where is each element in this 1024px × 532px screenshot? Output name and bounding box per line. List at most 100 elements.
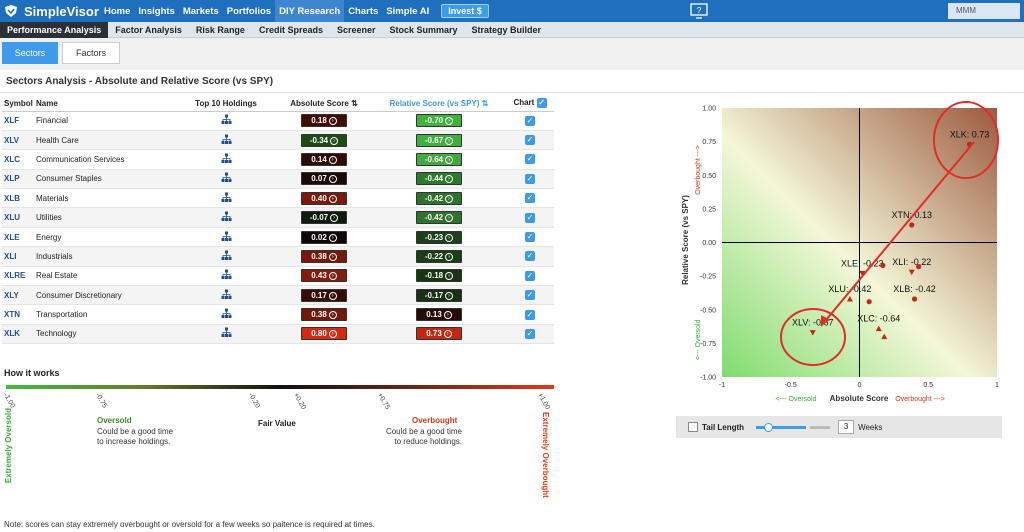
chart-all-checkbox[interactable]: ✓ bbox=[536, 98, 547, 109]
org-chart-icon[interactable] bbox=[221, 211, 232, 222]
point-xly[interactable] bbox=[880, 262, 886, 268]
relative-score-badge[interactable]: -0.42 › bbox=[416, 191, 462, 205]
symbol-link[interactable]: XLP bbox=[2, 169, 36, 190]
chart-checkbox[interactable]: ✓ bbox=[525, 270, 535, 281]
point-xlp[interactable] bbox=[866, 299, 872, 305]
chart-checkbox[interactable]: ✓ bbox=[525, 309, 535, 320]
org-chart-icon[interactable] bbox=[221, 153, 232, 164]
chart-checkbox[interactable]: ✓ bbox=[525, 154, 535, 165]
subnav-item-screener[interactable]: Screener bbox=[336, 25, 376, 35]
tab-factors[interactable]: Factors bbox=[62, 42, 120, 64]
symbol-link[interactable]: XLI bbox=[2, 246, 36, 267]
point-xlf[interactable] bbox=[881, 333, 888, 340]
point-xlc[interactable] bbox=[875, 325, 882, 332]
symbol-link[interactable]: XLV bbox=[2, 130, 36, 151]
point-xtn[interactable] bbox=[909, 222, 915, 228]
subnav-item-performance-analysis[interactable]: Performance Analysis bbox=[0, 22, 109, 38]
point-xlu[interactable] bbox=[846, 295, 853, 302]
point-xlb[interactable] bbox=[911, 296, 918, 302]
org-chart-icon[interactable] bbox=[221, 327, 232, 338]
org-chart-icon[interactable] bbox=[221, 114, 232, 125]
chart-checkbox[interactable]: ✓ bbox=[525, 135, 535, 146]
point-xlv[interactable] bbox=[809, 330, 816, 336]
symbol-link[interactable]: XLK bbox=[2, 324, 36, 345]
relative-score-badge[interactable]: -0.17 › bbox=[416, 288, 462, 302]
chart-checkbox[interactable]: ✓ bbox=[525, 193, 535, 204]
relative-score-badge[interactable]: 0.73 › bbox=[416, 327, 462, 341]
chart-checkbox[interactable]: ✓ bbox=[525, 328, 535, 339]
absolute-score-badge[interactable]: 0.40 › bbox=[301, 191, 347, 205]
relative-score-badge[interactable]: 0.13 › bbox=[416, 308, 462, 322]
org-chart-icon[interactable] bbox=[221, 269, 232, 280]
topnav-item-home[interactable]: Home bbox=[104, 5, 131, 17]
subnav-item-credit-spreads[interactable]: Credit Spreads bbox=[258, 25, 323, 35]
point-xli[interactable] bbox=[908, 269, 915, 276]
org-chart-icon[interactable] bbox=[221, 172, 232, 183]
col-relative[interactable]: Relative Score (vs SPY) ⇅ bbox=[372, 96, 506, 112]
topnav-item-charts[interactable]: Charts bbox=[348, 5, 379, 17]
chart-checkbox[interactable]: ✓ bbox=[525, 290, 535, 301]
col-name[interactable]: Name bbox=[36, 96, 176, 112]
symbol-link[interactable]: XLRE bbox=[2, 266, 36, 287]
tail-slider[interactable] bbox=[756, 422, 807, 432]
absolute-score-badge[interactable]: 0.38 › bbox=[301, 249, 347, 263]
point-xle[interactable] bbox=[859, 270, 866, 277]
absolute-score-badge[interactable]: 0.43 › bbox=[301, 269, 347, 283]
sort-icon[interactable]: ⇅ bbox=[351, 98, 358, 108]
chart-checkbox[interactable]: ✓ bbox=[525, 212, 535, 223]
symbol-link[interactable]: XLU bbox=[2, 207, 36, 228]
symbol-link[interactable]: XTN bbox=[2, 304, 36, 325]
invest-button[interactable]: Invest $ bbox=[441, 4, 489, 18]
chart-checkbox[interactable]: ✓ bbox=[525, 251, 535, 262]
absolute-score-badge[interactable]: 0.02 › bbox=[301, 230, 347, 244]
relative-score-badge[interactable]: -0.18 › bbox=[416, 269, 462, 283]
org-chart-icon[interactable] bbox=[221, 308, 232, 319]
monitor-icon[interactable]: ? bbox=[690, 3, 708, 19]
chart-checkbox[interactable]: ✓ bbox=[525, 173, 535, 184]
col-absolute[interactable]: Absolute Score ⇅ bbox=[276, 96, 372, 112]
relative-score-badge[interactable]: -0.70 › bbox=[416, 114, 462, 128]
org-chart-icon[interactable] bbox=[221, 289, 232, 300]
relative-score-badge[interactable]: -0.67 › bbox=[416, 133, 462, 147]
col-symbol[interactable]: Symbol bbox=[2, 96, 36, 112]
relative-score-badge[interactable]: -0.44 › bbox=[416, 172, 462, 186]
relative-score-badge[interactable]: -0.22 › bbox=[416, 249, 462, 263]
symbol-link[interactable]: XLC bbox=[2, 149, 36, 170]
logo[interactable]: SimpleVisor bbox=[4, 4, 100, 19]
subnav-item-factor-analysis[interactable]: Factor Analysis bbox=[115, 25, 182, 35]
absolute-score-badge[interactable]: 0.14 › bbox=[301, 152, 347, 166]
topnav-item-simple-ai[interactable]: Simple AI bbox=[386, 5, 430, 17]
symbol-link[interactable]: XLY bbox=[2, 285, 36, 306]
subnav-item-risk-range[interactable]: Risk Range bbox=[195, 25, 245, 35]
absolute-score-badge[interactable]: -0.34 › bbox=[301, 133, 347, 147]
relative-score-badge[interactable]: -0.23 › bbox=[416, 230, 462, 244]
topnav-item-insights[interactable]: Insights bbox=[138, 5, 175, 17]
topnav-item-markets[interactable]: Markets bbox=[182, 5, 219, 17]
org-chart-icon[interactable] bbox=[221, 231, 232, 242]
tail-checkbox[interactable] bbox=[688, 422, 698, 432]
relative-score-badge[interactable]: -0.42 › bbox=[416, 211, 462, 225]
symbol-link[interactable]: XLE bbox=[2, 227, 36, 248]
topnav-item-diy-research[interactable]: DIY Research bbox=[275, 0, 345, 22]
org-chart-icon[interactable] bbox=[221, 250, 232, 261]
absolute-score-badge[interactable]: 0.38 › bbox=[301, 308, 347, 322]
absolute-score-badge[interactable]: 0.18 › bbox=[301, 114, 347, 128]
point-xlre[interactable] bbox=[916, 264, 922, 270]
symbol-link[interactable]: XLF bbox=[2, 111, 36, 131]
org-chart-icon[interactable] bbox=[221, 134, 232, 145]
absolute-score-badge[interactable]: -0.07 › bbox=[301, 211, 347, 225]
topnav-item-portfolios[interactable]: Portfolios bbox=[226, 5, 272, 17]
tail-length-input[interactable]: 3 bbox=[838, 420, 855, 434]
symbol-link[interactable]: XLB bbox=[2, 188, 36, 209]
slider-knob[interactable] bbox=[763, 422, 773, 432]
subnav-item-stock-summary[interactable]: Stock Summary bbox=[389, 25, 458, 35]
chart-checkbox[interactable]: ✓ bbox=[525, 115, 535, 126]
org-chart-icon[interactable] bbox=[221, 192, 232, 203]
sort-icon[interactable]: ⇅ bbox=[481, 98, 489, 108]
relative-score-badge[interactable]: -0.64 › bbox=[416, 152, 462, 166]
absolute-score-badge[interactable]: 0.07 › bbox=[301, 172, 347, 186]
absolute-score-badge[interactable]: 0.80 › bbox=[301, 327, 347, 341]
absolute-score-badge[interactable]: 0.17 › bbox=[301, 288, 347, 302]
tab-sectors[interactable]: Sectors bbox=[2, 42, 58, 64]
chart-checkbox[interactable]: ✓ bbox=[525, 232, 535, 243]
